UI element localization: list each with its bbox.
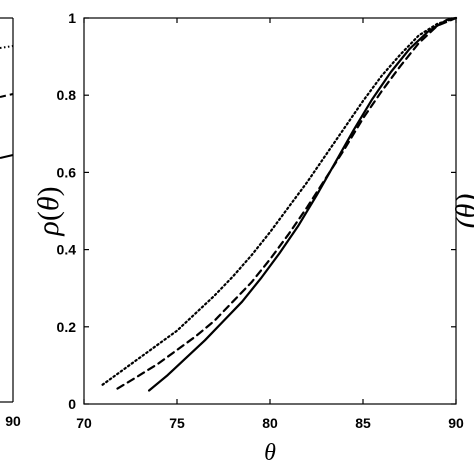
y-tick-label: 0.4 — [57, 242, 77, 258]
y-axis-label-open-paren: ( — [32, 211, 65, 221]
y-tick-label: 0 — [68, 396, 76, 412]
right-panel-ylabel-fragment: (θ) — [450, 194, 474, 229]
left-panel-dashed-fragment — [0, 93, 14, 98]
y-axis-label-text: ρ(θ) — [32, 186, 65, 236]
left-panel-solid-fragment — [0, 154, 14, 159]
y-tick-label: 0.2 — [57, 319, 77, 335]
y-axis-label-theta: θ — [32, 196, 65, 211]
right-panel-fragment: (θ) — [450, 194, 474, 229]
series-line-dashed — [116, 16, 458, 390]
y-axis-label-rho: ρ — [32, 221, 65, 236]
x-tick-label: 80 — [262, 415, 278, 431]
x-axis-label: θ — [264, 440, 276, 466]
y-tick-label: 0.8 — [57, 87, 77, 103]
main-plot-frame — [83, 17, 457, 405]
y-tick-label: 0.6 — [57, 164, 77, 180]
left-panel-dotted-fragment — [0, 45, 14, 49]
left-panel: 90 — [0, 17, 21, 429]
x-tick-label: 85 — [355, 415, 371, 431]
x-tick-label: 75 — [169, 415, 185, 431]
series-line-solid — [148, 16, 458, 392]
y-axis-ticks: 0 0.2 0.4 0.6 0.8 1 — [57, 10, 456, 412]
y-axis-label: ρ(θ) — [32, 186, 65, 236]
x-tick-label: 70 — [76, 415, 92, 431]
x-axis-ticks: 70 75 80 85 90 — [76, 18, 464, 431]
series-group — [101, 16, 458, 392]
x-tick-label: 90 — [448, 415, 464, 431]
y-axis-label-close-paren: ) — [32, 186, 65, 196]
y-tick-label: 1 — [68, 10, 76, 26]
left-panel-xtick-label: 90 — [5, 413, 21, 429]
series-line-dotted — [101, 16, 458, 386]
main-panel: 70 75 80 85 90 00.20.40.60.81 θ ρ(θ) — [32, 10, 464, 466]
